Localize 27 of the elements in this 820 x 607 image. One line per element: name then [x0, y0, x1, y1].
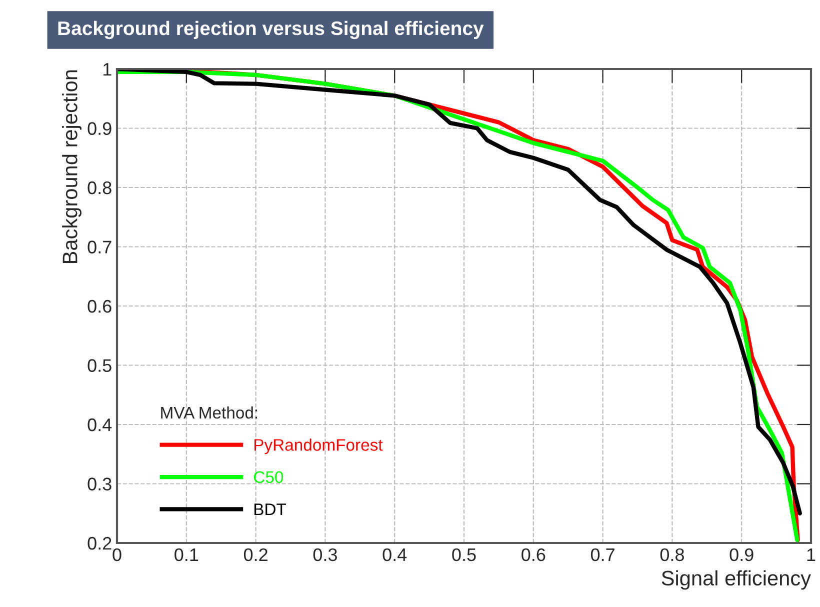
x-tick-label: 0.8: [660, 548, 684, 562]
y-tick-label: 0.2: [88, 536, 112, 550]
x-tick-label: 0.9: [730, 548, 754, 562]
text: C50: [254, 471, 284, 484]
y-tick-label: 0.6: [88, 300, 112, 313]
x-tick-label: 0.1: [174, 548, 198, 562]
x-tick-label: 0.5: [452, 548, 476, 562]
x-tick-label: 0.4: [382, 548, 407, 562]
y-tick-label: 0.5: [88, 359, 112, 372]
x-tick-label: 0.7: [590, 548, 614, 562]
legend-title: MVA Method:: [161, 406, 258, 419]
x-tick-label: 0.2: [244, 548, 268, 562]
text: BDT: [254, 504, 286, 516]
y-tick-label: 0.7: [88, 240, 112, 254]
y-tick-label: 1: [103, 63, 112, 76]
text: PyRandomForest: [254, 438, 383, 454]
y-tick-label: 0.4: [88, 418, 112, 432]
y-tick-label: 0.8: [88, 181, 112, 194]
x-tick-label: 0.6: [522, 548, 546, 562]
chart-title: Background rejection versus Signal efficiency: [58, 20, 484, 40]
y-axis-title: Background rejection: [62, 70, 82, 263]
x-axis-title: Signal efficiency: [662, 570, 811, 590]
x-tick-label: 1: [807, 548, 816, 561]
x-tick-label: 0: [112, 548, 122, 562]
y-tick-label: 0.9: [88, 122, 112, 135]
x-tick-label: 0.3: [313, 548, 337, 562]
y-tick-label: 0.3: [88, 478, 112, 490]
